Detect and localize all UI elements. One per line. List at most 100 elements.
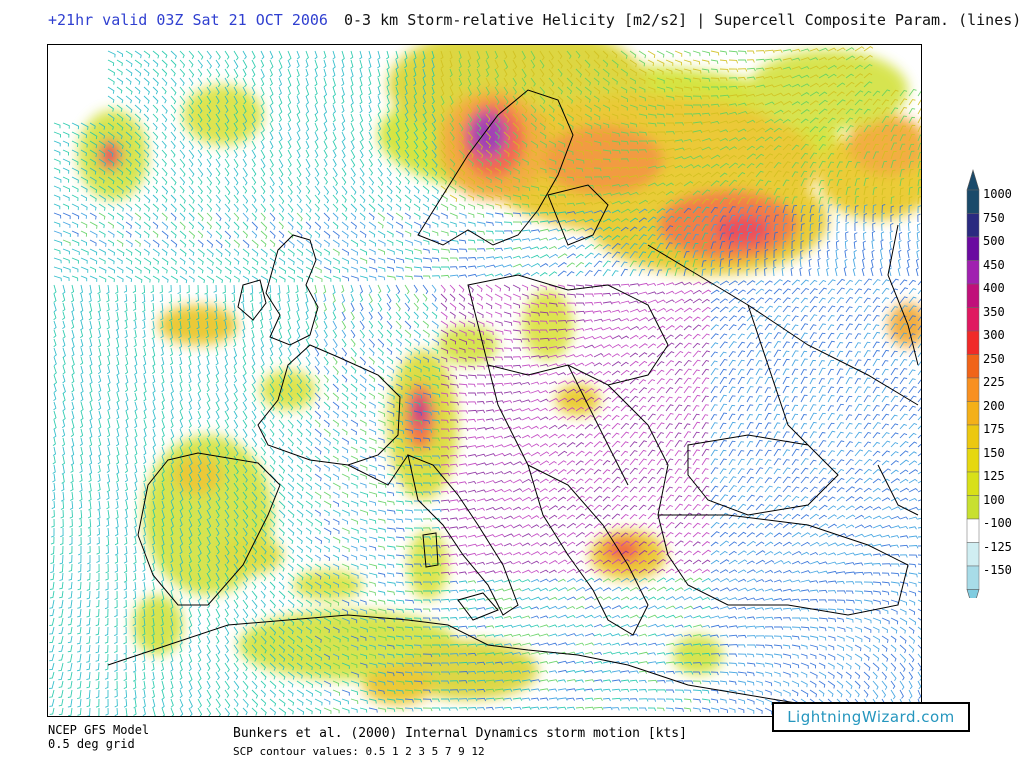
wind-barb <box>269 77 273 87</box>
wind-barb <box>710 289 720 295</box>
wind-barb <box>566 293 577 298</box>
wind-barb <box>359 284 364 294</box>
wind-barb <box>143 86 150 95</box>
wind-barb <box>656 361 665 367</box>
wind-barb <box>674 198 684 205</box>
wind-barb <box>422 185 430 194</box>
wind-barb <box>827 430 836 439</box>
wind-barb <box>575 236 585 241</box>
wind-barb <box>656 148 666 152</box>
wind-barb <box>908 178 914 187</box>
wind-barb <box>233 455 239 465</box>
wind-barb <box>485 212 494 218</box>
wind-barb <box>485 230 494 235</box>
wind-barb <box>98 122 106 130</box>
wind-barb <box>818 477 827 484</box>
wind-barb <box>773 188 781 196</box>
wind-barb <box>305 392 312 402</box>
wind-barb <box>152 410 156 421</box>
wind-barb <box>656 495 664 502</box>
wind-barb <box>737 441 745 448</box>
wind-barb <box>593 469 602 475</box>
wind-barb <box>224 176 230 186</box>
wind-barb <box>683 440 691 448</box>
wind-barb <box>116 356 120 367</box>
wind-barb <box>710 259 716 268</box>
wind-barb <box>278 437 285 447</box>
wind-barb <box>665 282 675 286</box>
wind-barb <box>240 293 245 304</box>
wind-barb <box>395 113 400 124</box>
wind-barb <box>368 446 377 453</box>
wind-barb <box>224 428 230 438</box>
wind-barb <box>485 338 493 344</box>
wind-barb <box>908 341 917 349</box>
wind-barb <box>224 167 230 177</box>
wind-barb <box>215 428 220 438</box>
wind-barb <box>305 446 313 455</box>
wind-barb <box>206 239 214 248</box>
wind-barb <box>350 509 358 516</box>
wind-barb <box>233 437 238 447</box>
wind-barb <box>458 194 466 202</box>
wind-barb <box>854 378 862 385</box>
wind-barb <box>143 221 151 230</box>
wind-barb <box>458 95 463 104</box>
wind-barb <box>755 110 765 115</box>
wind-barb <box>287 113 292 123</box>
wind-barb <box>881 440 891 448</box>
wind-barb <box>224 86 230 96</box>
wind-barb <box>575 495 585 502</box>
wind-barb <box>161 185 169 195</box>
wind-barb <box>161 374 165 385</box>
wind-barb <box>62 203 70 210</box>
wind-barb <box>890 134 897 142</box>
wind-barb <box>791 341 799 349</box>
wind-barb <box>485 140 491 149</box>
wind-barb <box>602 460 611 466</box>
wind-barb <box>61 428 66 438</box>
wind-barb <box>116 275 124 283</box>
wind-barb <box>359 203 366 212</box>
wind-barb <box>269 437 275 446</box>
wind-barb <box>260 203 267 213</box>
wind-barb <box>224 212 231 222</box>
wind-barb <box>332 149 337 159</box>
wind-barb <box>566 211 576 215</box>
wind-barb <box>791 423 798 430</box>
wind-barb <box>719 137 729 142</box>
wind-barb <box>152 140 159 150</box>
wind-barb <box>557 158 566 165</box>
wind-barb <box>233 131 239 141</box>
wind-barb <box>854 386 862 394</box>
wind-barb <box>71 302 75 313</box>
wind-barb <box>800 458 809 466</box>
wind-barb <box>323 59 327 69</box>
wind-barb <box>123 284 128 293</box>
wind-barb <box>908 88 917 97</box>
wind-barb <box>89 266 96 273</box>
wind-barb <box>61 473 65 484</box>
wind-barb <box>224 140 230 151</box>
wind-barb <box>485 383 496 387</box>
wind-barb <box>278 446 285 456</box>
wind-barb <box>341 464 350 472</box>
wind-barb <box>539 176 548 182</box>
wind-barb <box>503 247 514 251</box>
wind-barb <box>242 50 247 60</box>
wind-barb <box>917 142 921 151</box>
wind-barb <box>332 401 340 410</box>
wind-barb <box>62 302 66 312</box>
wind-barb <box>557 203 566 207</box>
wind-barb <box>287 59 291 69</box>
wind-barb <box>107 68 115 76</box>
wind-barb <box>215 257 223 266</box>
wind-barb <box>179 167 186 177</box>
wind-barb <box>764 359 772 367</box>
wind-barb <box>908 422 918 430</box>
wind-barb <box>458 284 465 293</box>
wind-barb <box>377 437 385 444</box>
wind-barb <box>242 329 246 339</box>
wind-barb <box>107 122 114 130</box>
wind-barb <box>395 329 403 339</box>
